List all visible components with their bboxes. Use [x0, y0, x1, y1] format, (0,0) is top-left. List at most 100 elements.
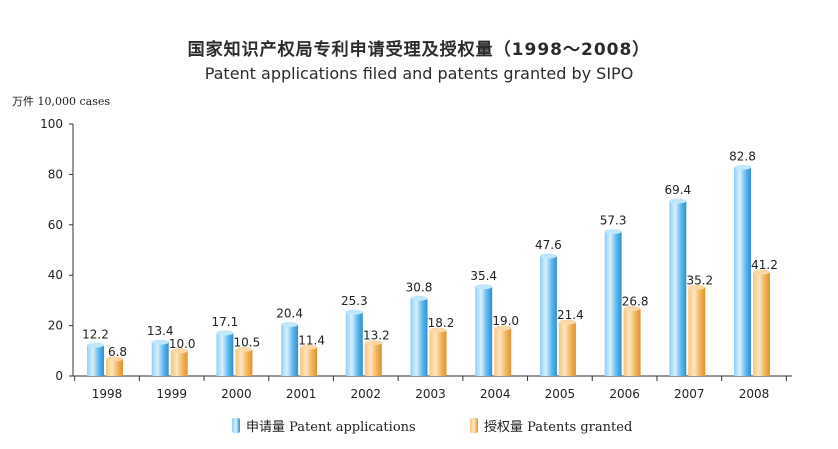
bar-body: [669, 201, 687, 376]
bar-applications: [669, 198, 687, 376]
x-tick-label: 2000: [221, 387, 252, 401]
y-tick-label: 100: [40, 117, 63, 131]
data-label: 10.5: [234, 336, 261, 350]
bar-applications: [151, 339, 169, 376]
bar-body: [170, 350, 188, 376]
bars: [87, 164, 770, 376]
y-axis-unit-label: 万件 10,000 cases: [12, 95, 111, 108]
bar-body: [281, 324, 299, 376]
bar-cap: [216, 330, 234, 336]
bar-cap: [345, 309, 363, 315]
bar-cap: [281, 322, 299, 328]
bar-cap: [558, 319, 576, 325]
data-label: 69.4: [664, 183, 691, 197]
bar-granted: [688, 284, 706, 376]
data-label: 17.1: [212, 315, 239, 329]
bar-cap: [604, 229, 622, 235]
data-label: 18.2: [428, 316, 455, 330]
data-label: 19.0: [492, 314, 519, 328]
bar-applications: [475, 284, 493, 376]
bar-body: [688, 287, 706, 376]
data-label: 35.2: [686, 273, 713, 287]
bar-cap: [539, 253, 557, 259]
bar-cap: [429, 327, 447, 333]
bar-cap: [170, 348, 188, 354]
bar-cap: [364, 340, 382, 346]
data-label: 13.4: [147, 324, 174, 338]
data-label: 21.4: [557, 308, 584, 322]
chart-subtitle: Patent applications filed and patents gr…: [204, 64, 634, 83]
bar-applications: [539, 253, 557, 376]
bar-granted: [753, 269, 770, 376]
bar-body: [494, 328, 512, 376]
bar-granted: [558, 319, 576, 376]
data-label: 20.4: [276, 307, 303, 321]
legend-swatch-blue: [232, 418, 240, 433]
legend-swatch-orange: [470, 418, 478, 433]
bar-body: [87, 345, 104, 376]
legend-label-applications: 申请量 Patent applications: [246, 420, 416, 435]
x-tick-label: 2001: [286, 387, 317, 401]
x-tick-label: 2003: [415, 387, 446, 401]
data-label: 82.8: [729, 149, 756, 163]
bar-body: [429, 330, 447, 376]
bar-body: [216, 332, 234, 376]
data-label: 12.2: [82, 327, 109, 341]
y-tick-label: 80: [48, 167, 63, 181]
data-label: 41.2: [751, 258, 778, 272]
bar-cap: [475, 284, 493, 290]
bar-granted: [300, 344, 318, 376]
y-tick-label: 60: [48, 218, 63, 232]
bar-granted: [235, 347, 253, 376]
x-tick-label: 2004: [480, 387, 511, 401]
bar-applications: [410, 295, 428, 376]
data-label: 26.8: [622, 294, 649, 308]
x-tick-label: 1999: [156, 387, 187, 401]
bar-body: [345, 312, 363, 376]
chart-title: 国家知识产权局专利申请受理及授权量（1998～2008）: [187, 40, 651, 60]
data-label: 13.2: [363, 329, 390, 343]
bar-body: [753, 272, 770, 376]
bar-granted: [623, 305, 641, 376]
y-tick-label: 0: [55, 369, 63, 383]
bar-applications: [281, 322, 299, 376]
bar-cap: [235, 347, 253, 353]
x-tick-label: 1998: [92, 387, 123, 401]
x-tick-label: 2008: [739, 387, 770, 401]
data-labels: 12.2 13.4 17.1 20.4 25.3 30.8 35.4 47.6 57.3 69.4…: [82, 149, 778, 359]
x-tick-label: 2006: [609, 387, 640, 401]
bar-granted: [364, 340, 382, 376]
bar-cap: [669, 198, 687, 204]
bar-cap: [623, 305, 641, 311]
legend-item-applications: 申请量 Patent applications: [232, 416, 416, 435]
y-tick-label: 20: [48, 319, 63, 333]
x-tick-label: 2005: [545, 387, 576, 401]
data-label: 25.3: [341, 294, 368, 308]
bar-body: [410, 298, 428, 376]
bar-applications: [345, 309, 363, 376]
data-label: 57.3: [600, 214, 627, 228]
bar-body: [623, 308, 641, 376]
bar-granted: [494, 325, 512, 376]
bar-cap: [688, 284, 706, 290]
y-tick-label: 40: [48, 268, 63, 282]
bar-granted: [170, 348, 188, 376]
bar-body: [106, 358, 123, 376]
data-label: 30.8: [406, 280, 433, 294]
bar-granted: [429, 327, 447, 376]
bar-cap: [300, 344, 318, 350]
legend-label-granted: 授权量 Patents granted: [484, 420, 633, 435]
data-label: 47.6: [535, 238, 562, 252]
data-label: 10.0: [169, 337, 196, 351]
x-tick-label: 2007: [674, 387, 705, 401]
bar-body: [235, 349, 253, 376]
bar-cap: [87, 342, 104, 348]
bar-cap: [494, 325, 512, 331]
data-label: 11.4: [298, 333, 325, 347]
bar-body: [558, 322, 576, 376]
bar-body: [734, 167, 751, 376]
x-tick-label: 2002: [351, 387, 382, 401]
bar-cap: [753, 269, 770, 275]
bar-body: [539, 256, 557, 376]
